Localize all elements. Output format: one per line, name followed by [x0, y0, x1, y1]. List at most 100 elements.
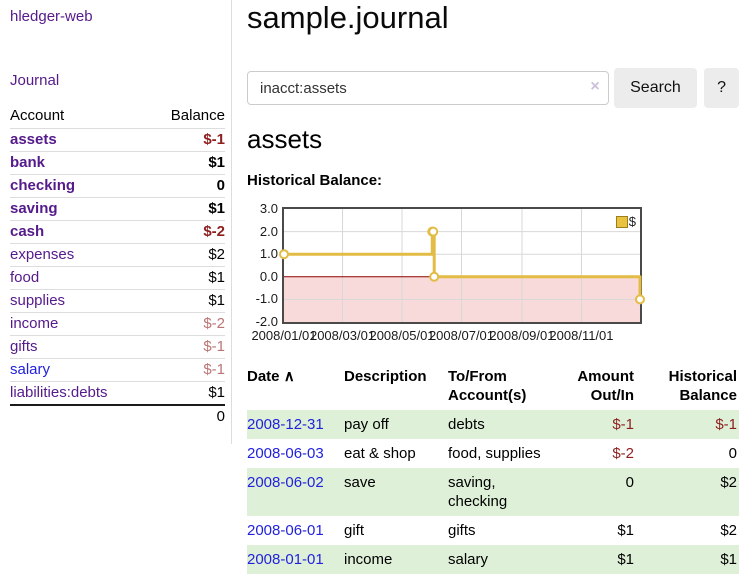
search-input[interactable]	[247, 71, 609, 105]
account-row: cash $-2	[10, 220, 225, 244]
transaction-date-link[interactable]: 2008-01-01	[247, 551, 324, 568]
x-axis-tick-label: 2008/11/01	[549, 328, 614, 343]
historical-balance-chart: $ 3.0 2.0 1.0 0.0 -1.0 -2.0 2008/01/01 2008/03/…	[247, 201, 739, 347]
sidebar-account-link[interactable]: gifts	[10, 338, 38, 355]
transaction-balance: $2	[720, 474, 737, 491]
transaction-balance: $-1	[715, 416, 737, 433]
help-button[interactable]: ?	[704, 68, 739, 108]
legend-swatch-icon	[615, 215, 628, 228]
account-column-header: Account	[10, 107, 65, 124]
chart-legend: $	[615, 214, 636, 229]
sidebar-account-link[interactable]: saving	[10, 200, 58, 217]
account-balance: $-2	[148, 220, 225, 244]
account-row: expenses $2	[10, 243, 225, 267]
transaction-row: 2008-06-02 save saving, checking 0 $2	[247, 468, 739, 516]
sidebar-account-link[interactable]: liabilities:debts	[10, 384, 108, 401]
account-row: salary $-1	[10, 358, 225, 382]
account-balance: $1	[148, 381, 225, 405]
account-balance: $2	[148, 243, 225, 267]
y-axis-tick-label: -2.0	[255, 314, 278, 329]
sidebar-account-link[interactable]: cash	[10, 223, 45, 240]
transaction-amount: $-1	[612, 416, 634, 433]
transaction-accounts: saving, checking	[448, 474, 508, 510]
account-row: bank $1	[10, 151, 225, 175]
sidebar-account-link[interactable]: salary	[10, 361, 51, 378]
search-form: × Search ?	[247, 68, 739, 108]
transaction-description: income	[344, 551, 393, 568]
transaction-row: 2008-06-01 gift gifts $1 $2	[247, 516, 739, 545]
sidebar-account-link[interactable]: income	[10, 315, 59, 332]
app-brand-link[interactable]: hledger-web	[10, 8, 93, 25]
account-row: saving $1	[10, 197, 225, 221]
clear-search-icon[interactable]: ×	[590, 78, 600, 95]
sidebar-account-link[interactable]: expenses	[10, 246, 75, 263]
total-balance: 0	[148, 404, 225, 428]
register-table: Date ∧ Description To/From Account(s) Am…	[247, 362, 739, 574]
column-header-date[interactable]: Date ∧	[247, 368, 295, 385]
search-input-wrap: ×	[247, 71, 609, 105]
y-axis-tick-label: 3.0	[259, 201, 278, 216]
x-axis-tick-label: 2008/07/01	[428, 328, 495, 343]
account-balance: 0	[148, 174, 225, 198]
transaction-date-link[interactable]: 2008-12-31	[247, 416, 324, 433]
transaction-accounts: debts	[448, 416, 485, 433]
x-axis-tick-label: 2008/03/01	[309, 328, 376, 343]
y-axis-tick-label: -1.0	[255, 291, 278, 307]
transaction-amount: 0	[625, 474, 634, 491]
account-balance-table: Account Balance assets $-1 bank $1 checking 0…	[10, 103, 225, 428]
chart-plot-area: $	[279, 207, 645, 324]
account-balance: $1	[148, 151, 225, 175]
account-balance: $1	[148, 197, 225, 221]
transaction-date-link[interactable]: 2008-06-03	[247, 445, 324, 462]
account-row: supplies $1	[10, 289, 225, 313]
y-axis-tick-label: 1.0	[259, 246, 278, 262]
account-balance: $-1	[148, 335, 225, 359]
transaction-amount: $1	[617, 522, 634, 539]
chart-section-label: Historical Balance:	[247, 172, 383, 189]
transaction-date-link[interactable]: 2008-06-02	[247, 474, 324, 491]
account-balance: $-1	[148, 358, 225, 382]
account-balance: $-1	[148, 128, 225, 152]
search-button[interactable]: Search	[613, 68, 698, 108]
transaction-accounts: food, supplies	[448, 445, 541, 462]
account-heading: assets	[247, 124, 323, 154]
account-row: checking 0	[10, 174, 225, 198]
sidebar-item-journal[interactable]: Journal	[10, 72, 60, 89]
transaction-description: eat & shop	[344, 445, 416, 462]
transaction-accounts: salary	[448, 551, 489, 568]
transaction-row: 2008-01-01 income salary $1 $1	[247, 545, 739, 574]
x-axis-tick-label: 2008/09/01	[489, 328, 555, 343]
page-title: sample.journal	[247, 0, 449, 35]
y-axis-tick-label: 2.0	[259, 223, 278, 239]
sidebar-account-link[interactable]: checking	[10, 177, 76, 194]
transaction-balance: $1	[720, 551, 737, 568]
transaction-balance: $2	[720, 522, 737, 539]
transaction-description: pay off	[344, 416, 389, 433]
account-row: food $1	[10, 266, 225, 290]
account-row: assets $-1	[10, 128, 225, 152]
sidebar-account-link[interactable]: supplies	[10, 292, 66, 309]
main-content: sample.journal × Search ? assets Histori…	[247, 0, 739, 574]
transaction-description: gift	[344, 522, 365, 539]
column-header-amount: Amount Out/In	[577, 368, 634, 404]
transaction-amount: $1	[617, 551, 634, 568]
x-axis-tick-label: 2008/05/01	[369, 328, 435, 343]
total-row: 0	[10, 404, 225, 428]
account-balance: $1	[148, 289, 225, 313]
transaction-description: save	[344, 474, 376, 491]
account-balance: $1	[148, 266, 225, 290]
transaction-date-link[interactable]: 2008-06-01	[247, 522, 324, 539]
transaction-row: 2008-12-31 pay off debts $-1 $-1	[247, 410, 739, 439]
sidebar-account-link[interactable]: food	[10, 269, 40, 286]
account-balance: $-2	[148, 312, 225, 336]
account-row: income $-2	[10, 312, 225, 336]
sort-ascending-icon: ∧	[283, 368, 295, 385]
transaction-accounts: gifts	[448, 522, 476, 539]
sidebar-account-link[interactable]: bank	[10, 154, 46, 171]
column-header-description: Description	[344, 368, 427, 385]
account-row: gifts $-1	[10, 335, 225, 359]
transaction-row: 2008-06-03 eat & shop food, supplies $-2 0	[247, 439, 739, 468]
balance-column-header: Balance	[170, 107, 225, 124]
sidebar-account-link[interactable]: assets	[10, 131, 57, 148]
column-header-balance: Historical Balance	[668, 368, 737, 404]
